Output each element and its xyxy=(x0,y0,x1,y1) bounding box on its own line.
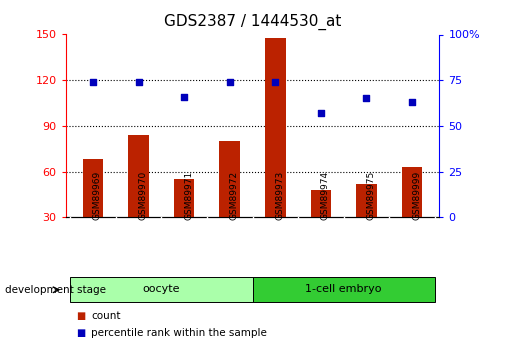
Text: GSM89971: GSM89971 xyxy=(184,171,193,220)
Point xyxy=(408,99,416,105)
Text: count: count xyxy=(91,311,120,321)
Text: ■: ■ xyxy=(76,328,85,338)
Point xyxy=(180,94,188,99)
Bar xyxy=(128,135,149,217)
Bar xyxy=(70,277,252,302)
Text: 1-cell embryo: 1-cell embryo xyxy=(306,284,382,294)
Bar xyxy=(402,167,422,217)
Text: GSM89969: GSM89969 xyxy=(93,171,102,220)
Text: oocyte: oocyte xyxy=(142,284,180,294)
Text: GSM89974: GSM89974 xyxy=(321,171,330,220)
Text: percentile rank within the sample: percentile rank within the sample xyxy=(91,328,267,338)
Text: GSM89975: GSM89975 xyxy=(367,171,375,220)
Bar xyxy=(220,141,240,217)
Bar xyxy=(311,190,331,217)
Text: GSM89972: GSM89972 xyxy=(230,171,239,220)
Point xyxy=(226,79,234,85)
Bar xyxy=(265,38,285,217)
Point xyxy=(317,110,325,116)
Point xyxy=(363,96,371,101)
Text: GSM89970: GSM89970 xyxy=(138,171,147,220)
Text: ■: ■ xyxy=(76,311,85,321)
Point xyxy=(271,79,279,85)
Text: GSM89973: GSM89973 xyxy=(275,171,284,220)
Point xyxy=(89,79,97,85)
Text: GSM89999: GSM89999 xyxy=(412,171,421,220)
Text: development stage: development stage xyxy=(5,285,106,295)
Bar xyxy=(356,184,377,217)
Bar xyxy=(252,277,435,302)
Point xyxy=(134,79,142,85)
Bar xyxy=(83,159,103,217)
Text: GDS2387 / 1444530_at: GDS2387 / 1444530_at xyxy=(164,14,341,30)
Bar xyxy=(174,179,194,217)
